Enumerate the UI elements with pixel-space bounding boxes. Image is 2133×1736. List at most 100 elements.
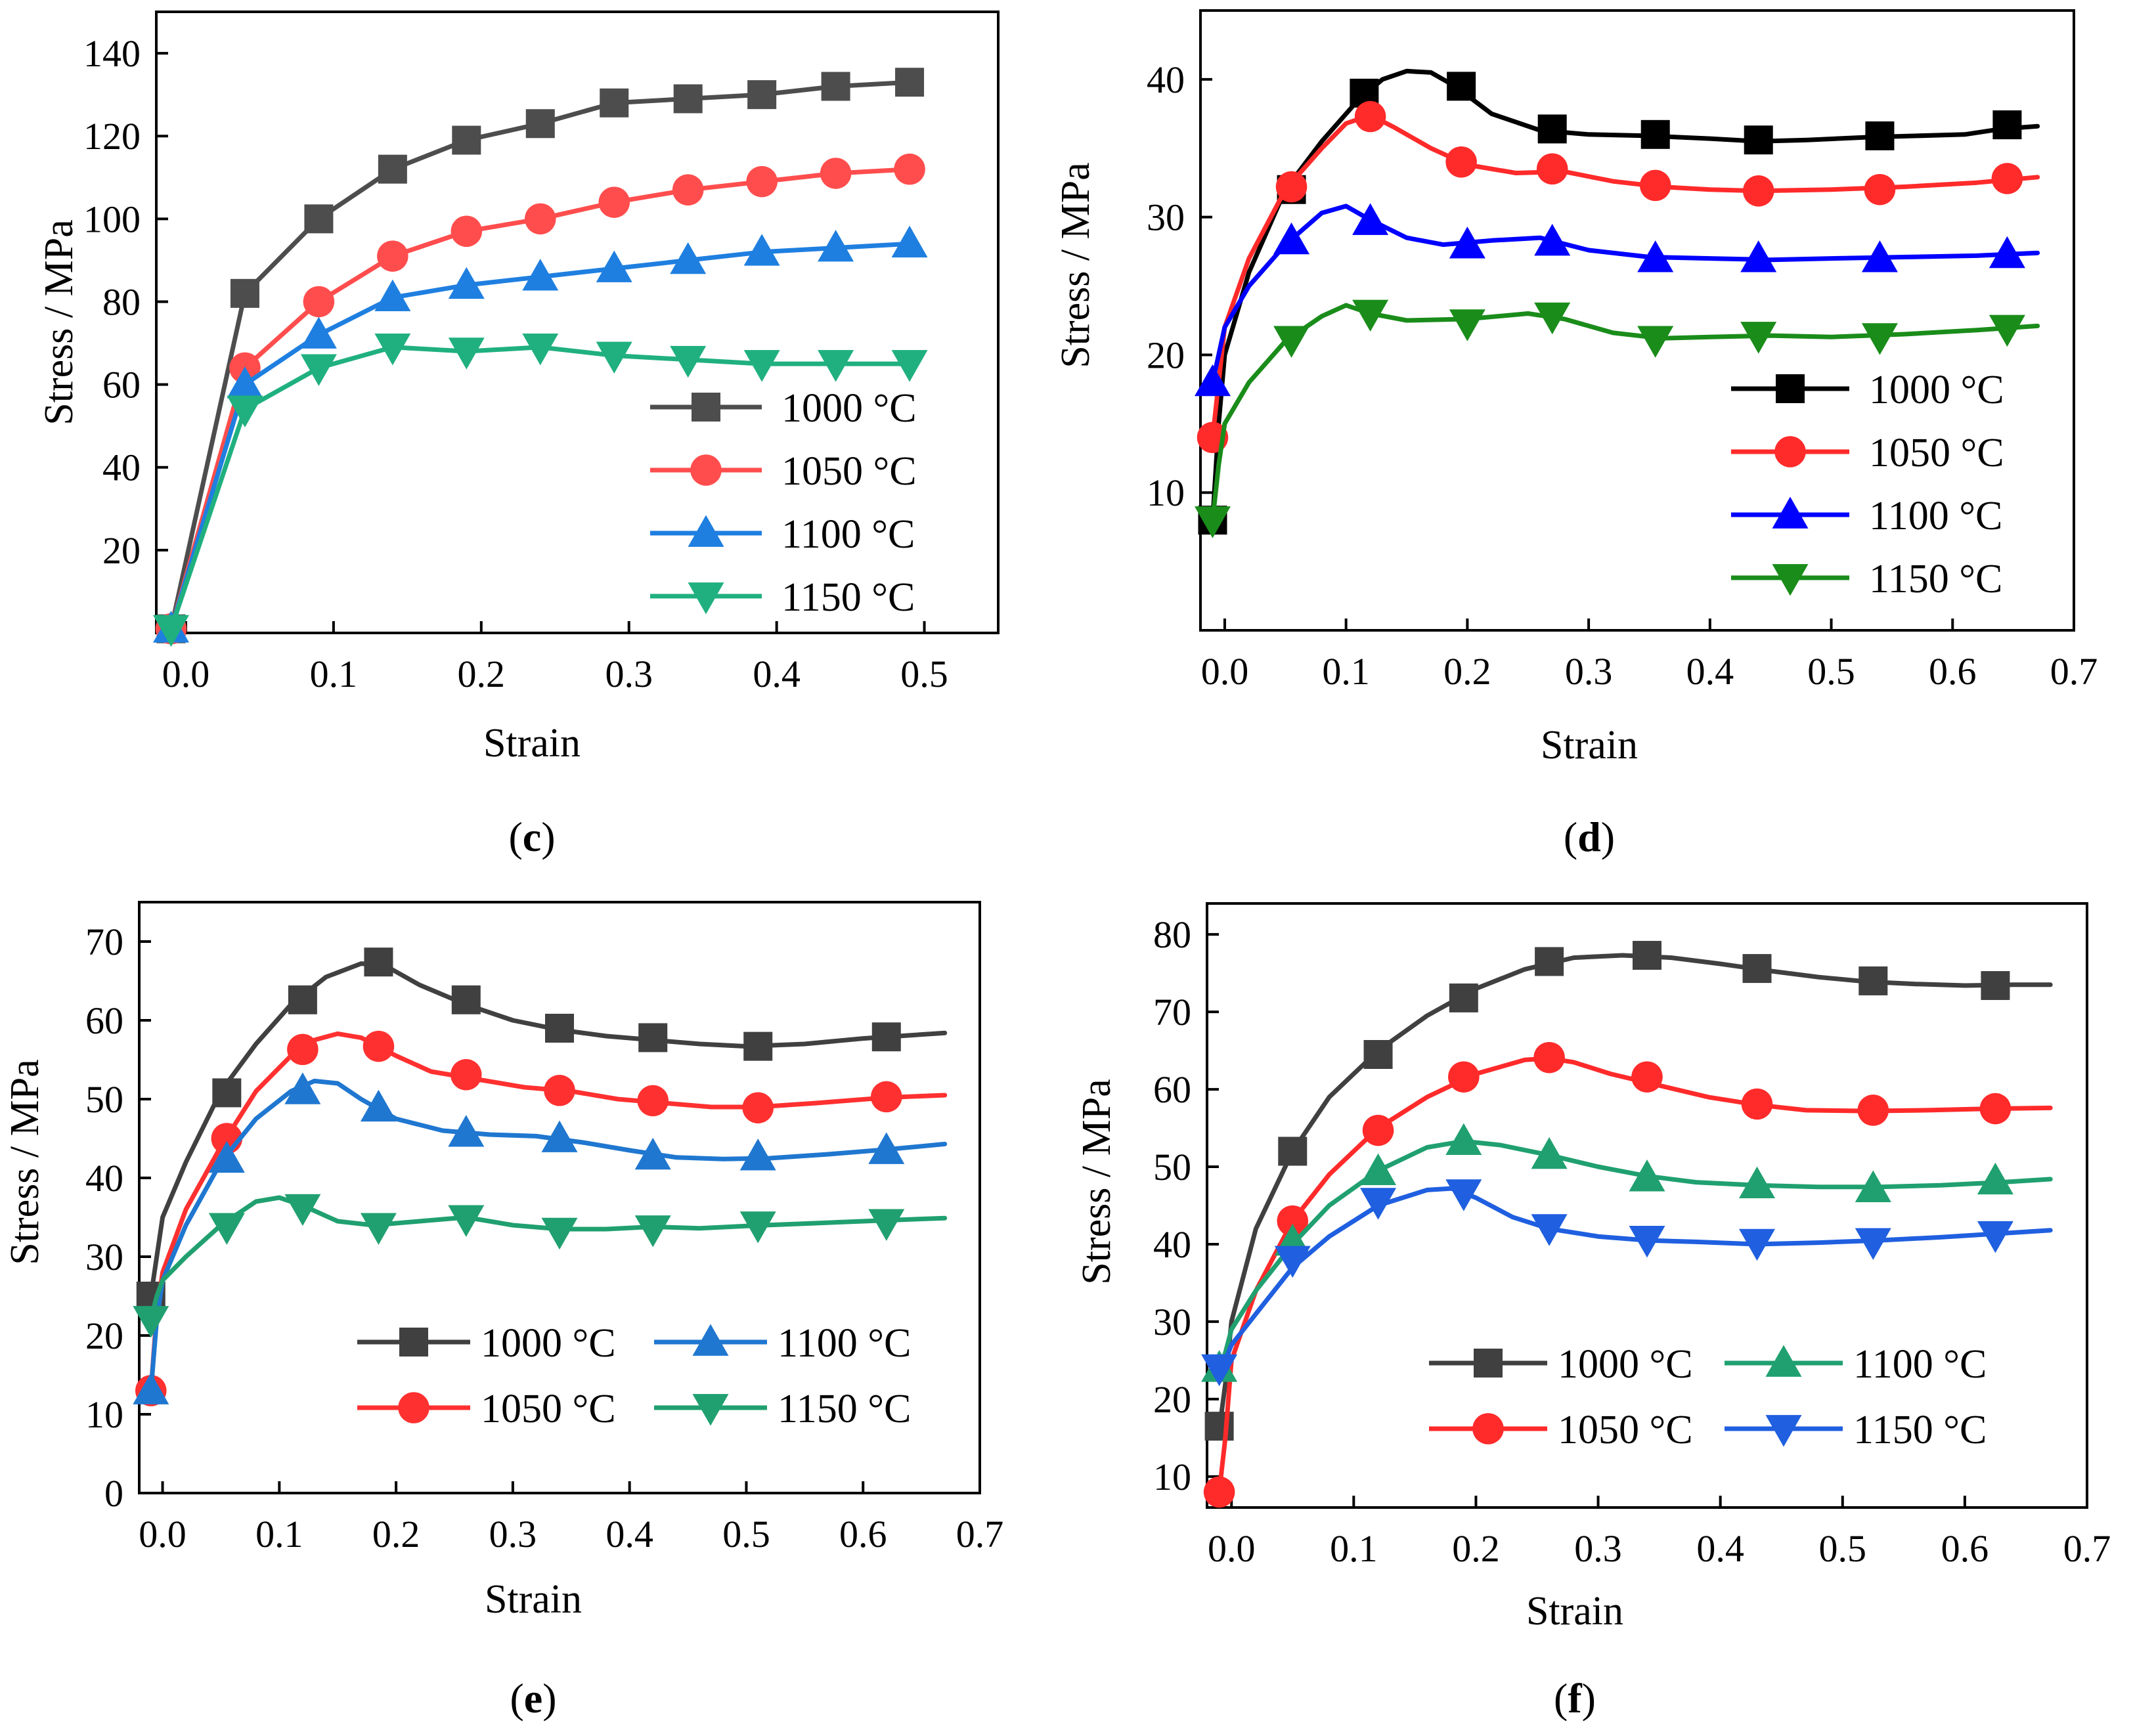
- panel-f-xtick-label: 0.3: [1574, 1527, 1622, 1570]
- panel-c-data-point: [820, 158, 852, 189]
- panel-f-data-point: [1360, 1188, 1397, 1220]
- panel-c-xtick-label: 0.4: [753, 653, 801, 695]
- legend-item: 1050 °C: [1429, 1408, 1693, 1452]
- panel-e-ytick-label: 10: [85, 1393, 123, 1436]
- panel-d-ytick-label: 30: [1147, 196, 1185, 239]
- panel-d-data-point: [1273, 326, 1310, 358]
- panel-c-data-point: [670, 242, 707, 274]
- panel-f-ytick-label: 30: [1153, 1301, 1191, 1343]
- panel-c-ytick-label: 120: [83, 115, 141, 158]
- panel-f-data-point: [1739, 1228, 1775, 1261]
- panel-d-data-point: [1537, 114, 1567, 144]
- panel-c-data-point: [374, 279, 411, 312]
- panel-d-data-point: [1194, 506, 1231, 538]
- panel-c-data-point: [672, 174, 704, 206]
- panel-c-data-point: [600, 88, 629, 118]
- panel-c-data-point: [743, 234, 780, 266]
- legend-label: 1050 °C: [481, 1387, 616, 1431]
- panel-c-data-point: [818, 350, 854, 382]
- panel-d-xtick-label: 0.3: [1565, 650, 1613, 693]
- panel-d-data-point: [1742, 175, 1774, 207]
- legend-item: 1100 °C: [654, 1321, 911, 1366]
- panel-f-data-point: [1855, 1228, 1891, 1260]
- panel-e-ytick-label: 0: [104, 1472, 123, 1515]
- legend-item: 1150 °C: [650, 575, 915, 620]
- panel-e-data-point: [541, 1217, 578, 1250]
- panel-f-data-point: [1278, 1137, 1308, 1166]
- panel-c-xtick-label: 0.5: [900, 653, 948, 695]
- legend-label: 1150 °C: [778, 1387, 911, 1431]
- panel-f-xtick-label: 0.5: [1819, 1527, 1867, 1570]
- panel-e-data-point: [133, 1372, 169, 1404]
- panel-e-data-point: [448, 1115, 485, 1147]
- panel-e-data-point: [544, 1075, 575, 1106]
- panel-c-data-point: [227, 395, 263, 427]
- panel-e-data-point: [448, 1205, 485, 1237]
- panel-c-data-point: [747, 80, 777, 110]
- panel-f-data-point: [1739, 1166, 1775, 1199]
- panel-e-series-line: [148, 1195, 948, 1322]
- panel-f-data-point: [1203, 1476, 1235, 1508]
- panel-e-data-point: [208, 1213, 245, 1245]
- panel-d-plot-frame: [1199, 9, 2075, 632]
- panel-d-data-point: [1445, 146, 1477, 178]
- panel-f-data-point: [1629, 1225, 1665, 1258]
- legend-item: 1100 °C: [650, 512, 915, 557]
- panel-e-data-point: [634, 1215, 671, 1248]
- legend-marker: [1772, 564, 1809, 596]
- panel-e-data-point: [284, 1072, 321, 1104]
- panel-c-ytick-label: 40: [102, 446, 141, 489]
- panel-d-xtick-label: 0.7: [2050, 650, 2098, 693]
- panel-f-data-point: [1360, 1153, 1397, 1186]
- legend-marker: [692, 1324, 729, 1356]
- legend-label: 1000 °C: [781, 386, 917, 431]
- panel-d-data-point: [1637, 240, 1674, 272]
- panel-e-data-point: [541, 1120, 578, 1152]
- panel-d-data-point: [1639, 169, 1671, 202]
- legend-item: 1050 °C: [650, 449, 917, 494]
- panel-c-data-point: [746, 165, 778, 198]
- legend-marker: [688, 515, 724, 547]
- panel-d-data-point: [1273, 222, 1310, 255]
- panel-f-data-point: [1741, 1088, 1773, 1120]
- panel-f-data-point: [1629, 1160, 1665, 1192]
- legend-label: 1000 °C: [481, 1321, 616, 1366]
- panel-d-xtick-label: 0.2: [1443, 650, 1491, 693]
- panel-e-series-2: [133, 1072, 948, 1404]
- panel-c-data-point: [821, 72, 850, 101]
- panel-f-data-point: [1531, 1137, 1568, 1169]
- panel-d-data-point: [1744, 125, 1773, 155]
- panel-c-data-point: [895, 68, 925, 97]
- legend-label: 1050 °C: [781, 449, 917, 494]
- panel-d-xtick-label: 0.5: [1807, 650, 1855, 693]
- panel-f-data-point: [1981, 971, 2010, 1001]
- panel-c-data-point: [891, 225, 928, 258]
- panel-d-letter: d: [1577, 814, 1601, 860]
- panel-e-xtick-label: 0.6: [839, 1513, 887, 1555]
- panel-f-data-point: [1535, 947, 1564, 976]
- panel-f-data-point: [1201, 1354, 1238, 1387]
- panel-c-ylabel: Stress / MPa: [37, 219, 81, 425]
- panel-c: 0.0 0.1 0.2 0.3 0.4 0.5 20 40 60 80 100 120 140 1000 …: [37, 11, 1000, 860]
- legend-label: 1100 °C: [781, 512, 915, 557]
- panel-e-data-point: [743, 1031, 773, 1061]
- panel-c-data-point: [894, 153, 925, 185]
- panel-c-letter: c: [523, 814, 541, 860]
- panel-d-data-point: [1861, 323, 1898, 355]
- panel-d-data-point: [1740, 322, 1777, 354]
- panel-d-series-2: [1194, 203, 2040, 397]
- panel-c-series-3: [152, 333, 928, 647]
- panel-d-data-point: [1637, 326, 1674, 358]
- legend-item: 1000 °C: [1731, 368, 2004, 412]
- panel-e-data-point: [545, 1014, 574, 1043]
- panel-c-xtick-label: 0.0: [162, 653, 210, 695]
- panel-e-data-point: [739, 1211, 776, 1244]
- panel-f-xtick-label: 0.1: [1330, 1527, 1378, 1570]
- panel-f-data-point: [1631, 1061, 1663, 1093]
- panel-e-data-point: [634, 1137, 671, 1170]
- legend-item: 1100 °C: [1731, 494, 2002, 538]
- legend-label: 1000 °C: [1558, 1342, 1693, 1387]
- panel-d-ytick-label: 40: [1147, 58, 1185, 101]
